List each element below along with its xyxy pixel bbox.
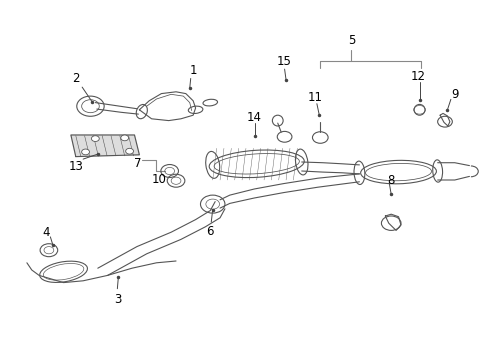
- Polygon shape: [71, 135, 139, 157]
- Text: 6: 6: [206, 225, 214, 238]
- Circle shape: [125, 148, 133, 154]
- Text: 1: 1: [189, 64, 197, 77]
- Text: 9: 9: [450, 88, 458, 101]
- Text: 15: 15: [276, 55, 290, 68]
- Text: 11: 11: [307, 91, 322, 104]
- Circle shape: [91, 136, 99, 141]
- Text: 7: 7: [134, 157, 142, 170]
- Text: 8: 8: [386, 174, 394, 187]
- Text: 4: 4: [42, 226, 50, 239]
- Circle shape: [81, 149, 89, 155]
- Text: 5: 5: [347, 34, 355, 47]
- Text: 10: 10: [151, 173, 166, 186]
- Text: 13: 13: [68, 160, 83, 173]
- Text: 14: 14: [246, 111, 261, 124]
- Text: 12: 12: [410, 70, 425, 83]
- Text: 3: 3: [113, 293, 121, 306]
- Text: 2: 2: [72, 72, 80, 85]
- Circle shape: [121, 135, 128, 141]
